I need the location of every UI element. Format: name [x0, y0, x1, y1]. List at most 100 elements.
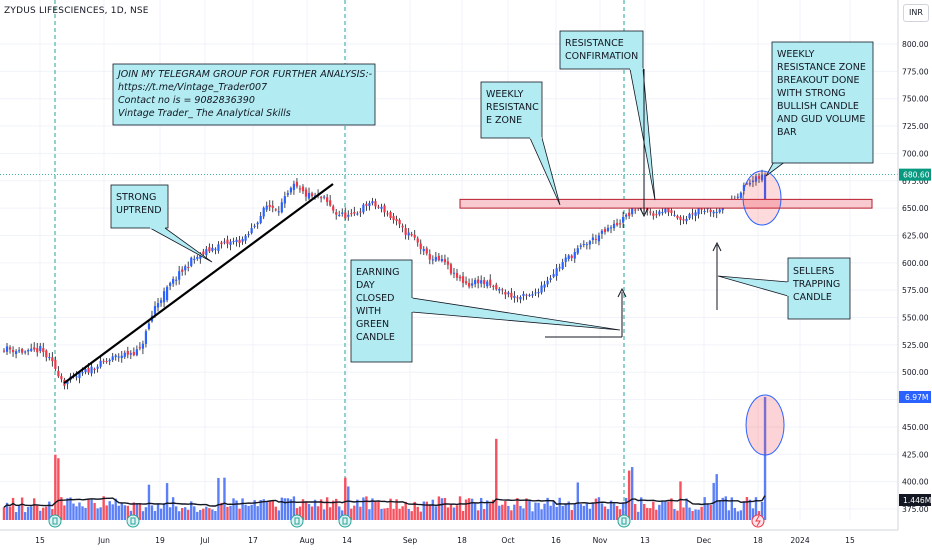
- telegram-line: Vintage Trader_ The Analytical Skills: [118, 108, 291, 119]
- volume-bar: [567, 501, 570, 520]
- volume-bar: [84, 507, 87, 520]
- candle: [694, 212, 697, 216]
- volume-bar: [42, 507, 45, 520]
- volume-bar: [561, 505, 564, 520]
- candle: [609, 227, 613, 229]
- volume-bar: [528, 499, 531, 520]
- candle: [87, 367, 90, 373]
- candle: [117, 356, 120, 358]
- volume-bar: [443, 497, 447, 520]
- time-tick-label: 15: [845, 536, 855, 545]
- candle: [407, 232, 410, 236]
- candle: [18, 350, 21, 352]
- candle: [404, 228, 407, 235]
- volume-bar: [14, 512, 18, 520]
- volume-bar: [549, 505, 552, 520]
- currency-button[interactable]: INR: [903, 4, 929, 22]
- volume-bar: [153, 510, 157, 520]
- volume-bar: [570, 510, 573, 520]
- candle: [546, 280, 549, 285]
- candle: [205, 249, 208, 256]
- volume-bar: [434, 506, 438, 520]
- candle: [120, 355, 123, 359]
- volume-bar: [383, 508, 386, 520]
- volume-bar: [446, 507, 450, 520]
- drawings: [0, 30, 898, 528]
- volume-bar: [105, 505, 108, 520]
- candle: [247, 234, 250, 236]
- candle: [516, 297, 519, 299]
- volume-bar: [117, 505, 120, 520]
- time-axis-bg: [0, 530, 898, 550]
- volume-bar: [489, 503, 492, 520]
- candle: [618, 223, 622, 225]
- time-tick-label: Dec: [697, 536, 712, 545]
- candle: [398, 219, 401, 225]
- volume-bar: [455, 505, 459, 520]
- candle: [576, 248, 579, 254]
- candle: [96, 366, 99, 369]
- volume-bar: [141, 511, 145, 520]
- volume-bar: [504, 501, 507, 520]
- candle: [165, 287, 169, 301]
- volume-bar: [679, 481, 682, 520]
- uptrend-line: [63, 183, 334, 385]
- volume-bar: [476, 510, 480, 520]
- candle: [78, 372, 81, 378]
- price-tick-label: 750.00: [902, 95, 929, 104]
- price-tick-label: 775.00: [902, 67, 929, 76]
- candle: [48, 356, 51, 358]
- volume-bar: [673, 508, 676, 520]
- volume-bar: [422, 501, 425, 520]
- candle: [159, 300, 163, 303]
- candle: [634, 209, 637, 211]
- candle: [14, 351, 18, 354]
- volume-bar: [721, 497, 724, 520]
- candle: [413, 234, 416, 238]
- event-badge-icon: [621, 517, 627, 525]
- candle: [232, 241, 235, 243]
- volume-bar: [54, 454, 57, 520]
- volume-bar: [492, 499, 495, 520]
- volume-bar: [413, 501, 416, 520]
- event-badge-icon: [342, 517, 348, 525]
- volume-bar: [365, 496, 368, 520]
- candle: [307, 192, 311, 199]
- candle: [760, 174, 764, 181]
- candle: [543, 284, 546, 288]
- volume-bar: [600, 503, 604, 520]
- candle: [8, 347, 12, 350]
- volume-bar: [751, 508, 755, 520]
- candle: [564, 257, 567, 262]
- volume-bar: [120, 502, 123, 520]
- note-line: WEEKLY: [777, 49, 815, 60]
- volume-bar: [437, 496, 441, 520]
- sellers-trapping-callout: [787, 257, 851, 320]
- volume-bar: [691, 511, 694, 520]
- volume-bar: [643, 503, 646, 520]
- volume-bar: [359, 506, 362, 520]
- candle: [153, 306, 157, 315]
- candle: [102, 360, 105, 362]
- candle: [344, 212, 347, 219]
- volume-bar: [150, 505, 154, 520]
- volume-bar: [205, 506, 208, 520]
- volume-bar: [313, 499, 317, 520]
- time-tick-label: Jun: [97, 536, 110, 545]
- candle: [380, 206, 383, 209]
- volume-bar: [401, 506, 404, 520]
- volume-label: 6.97M: [905, 393, 928, 402]
- volume-bar: [389, 498, 392, 520]
- note-line: E ZONE: [486, 115, 523, 126]
- candle: [208, 247, 211, 252]
- volume-bar: [724, 496, 727, 520]
- volume-bar: [159, 508, 163, 520]
- volume-bar: [368, 509, 371, 520]
- candle: [549, 278, 552, 280]
- volume-bar: [347, 486, 350, 520]
- volume-bar: [57, 458, 60, 520]
- volume-bar: [591, 502, 595, 520]
- volume-bar: [564, 504, 567, 520]
- candle: [458, 276, 462, 279]
- volume-bar: [304, 501, 308, 520]
